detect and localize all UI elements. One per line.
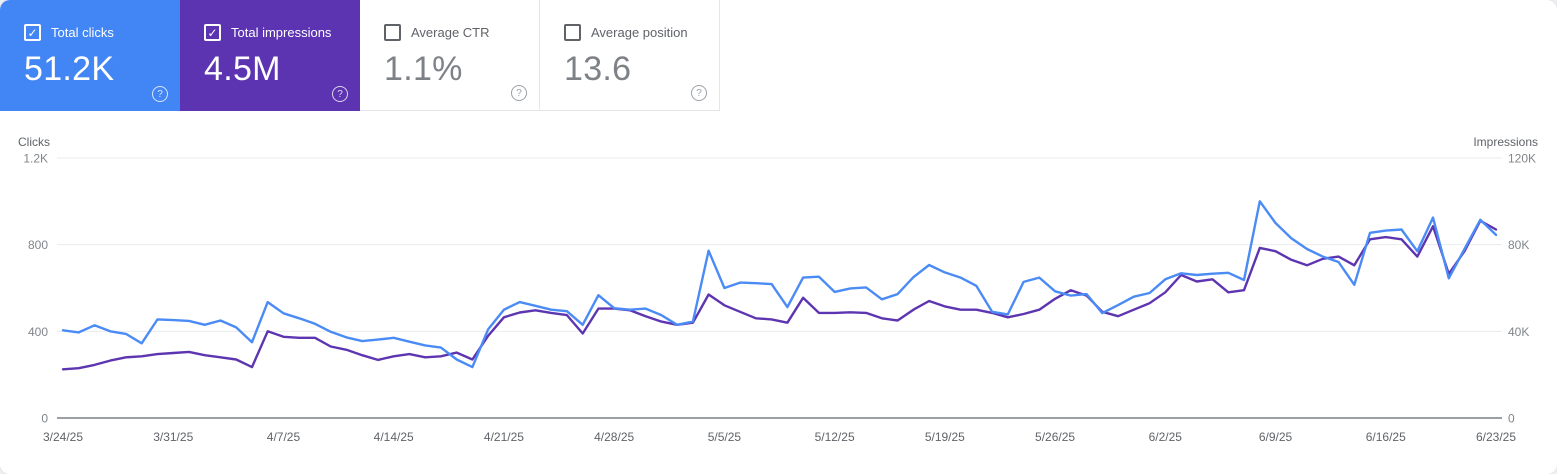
chart-series xyxy=(61,200,1498,371)
date-label: 5/12/25 xyxy=(815,430,855,444)
left-tick-label: 400 xyxy=(28,325,48,339)
performance-chart-canvas: Clicks Impressions 0 0 400 40K 800 80K 1.2K 120… xyxy=(18,135,1538,444)
date-label: 4/7/25 xyxy=(267,430,301,444)
date-label: 6/2/25 xyxy=(1149,430,1183,444)
card-label: Average position xyxy=(591,25,688,40)
card-head: ✓ Total impressions xyxy=(204,24,360,41)
date-label: 4/21/25 xyxy=(484,430,524,444)
left-tick-label: 1.2K xyxy=(23,152,48,166)
x-axis-date-labels: 3/24/25 3/31/25 4/7/25 4/14/25 4/21/25 4/28/2… xyxy=(43,430,1516,444)
date-label: 3/24/25 xyxy=(43,430,83,444)
date-label: 3/31/25 xyxy=(153,430,193,444)
card-head: ✓ Total clicks xyxy=(24,24,180,41)
left-axis-title: Clicks xyxy=(18,135,50,149)
metric-cards-row: ✓ Total clicks 51.2K ? ✓ Total impressio… xyxy=(0,0,1557,111)
help-icon[interactable]: ? xyxy=(332,86,348,102)
help-icon[interactable]: ? xyxy=(691,85,707,101)
right-tick-label: 80K xyxy=(1508,238,1529,252)
metric-card-total-clicks[interactable]: ✓ Total clicks 51.2K ? xyxy=(0,0,180,111)
right-tick-label: 120K xyxy=(1508,152,1536,166)
metric-card-average-ctr[interactable]: Average CTR 1.1% ? xyxy=(360,0,540,111)
card-label: Average CTR xyxy=(411,25,490,40)
metric-card-total-impressions[interactable]: ✓ Total impressions 4.5M ? xyxy=(180,0,360,111)
chart-hover-area[interactable] xyxy=(57,151,1502,421)
date-label: 6/9/25 xyxy=(1259,430,1293,444)
card-label: Total impressions xyxy=(231,25,332,40)
date-label: 6/16/25 xyxy=(1366,430,1406,444)
card-head: Average CTR xyxy=(384,24,539,41)
date-label: 6/23/25 xyxy=(1476,430,1516,444)
average-position-checkbox[interactable] xyxy=(564,24,581,41)
total-clicks-checkbox[interactable]: ✓ xyxy=(24,24,41,41)
average-ctr-checkbox[interactable] xyxy=(384,24,401,41)
right-tick-label: 0 xyxy=(1508,412,1515,426)
date-label: 5/19/25 xyxy=(925,430,965,444)
date-label: 5/5/25 xyxy=(708,430,742,444)
right-tick-label: 40K xyxy=(1508,325,1529,339)
total-clicks-value: 51.2K xyxy=(24,50,115,88)
card-head: Average position xyxy=(564,24,719,41)
total-impressions-checkbox[interactable]: ✓ xyxy=(204,24,221,41)
right-axis-title: Impressions xyxy=(1473,135,1538,149)
metric-card-average-position[interactable]: Average position 13.6 ? xyxy=(540,0,720,111)
help-icon[interactable]: ? xyxy=(152,86,168,102)
gridlines xyxy=(57,157,1502,419)
total-impressions-value: 4.5M xyxy=(204,50,281,88)
date-label: 4/28/25 xyxy=(594,430,634,444)
clicks-line xyxy=(61,200,1498,369)
axis-tick-labels: 0 0 400 40K 800 80K 1.2K 120K xyxy=(23,152,1536,426)
left-tick-label: 800 xyxy=(28,238,48,252)
card-label: Total clicks xyxy=(51,25,114,40)
average-ctr-value: 1.1% xyxy=(384,50,463,88)
left-tick-label: 0 xyxy=(41,412,48,426)
performance-chart: Clicks Impressions 0 0 400 40K 800 80K 1.2K 120… xyxy=(0,111,1557,474)
date-label: 5/26/25 xyxy=(1035,430,1075,444)
impressions-line xyxy=(61,219,1498,371)
date-label: 4/14/25 xyxy=(374,430,414,444)
help-icon[interactable]: ? xyxy=(511,85,527,101)
average-position-value: 13.6 xyxy=(564,50,632,88)
